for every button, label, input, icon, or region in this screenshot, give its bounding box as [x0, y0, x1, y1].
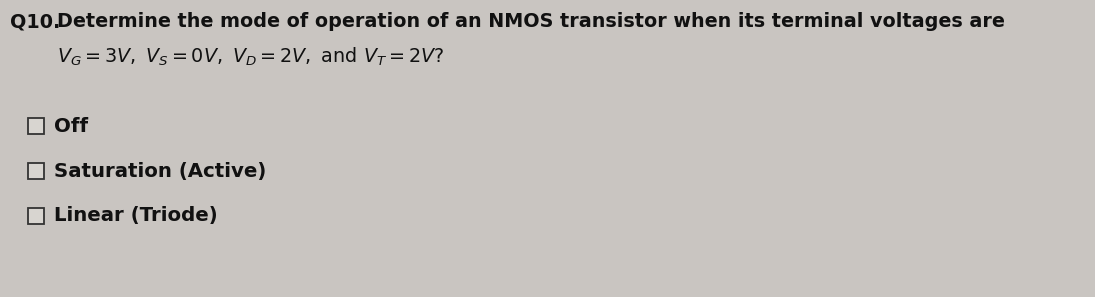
Bar	[28, 163, 44, 179]
Bar	[28, 118, 44, 134]
Text: $V_G = 3V,\ V_S = 0V,\ V_D = 2V,\ \mathrm{and}\ V_T = 2V?$: $V_G = 3V,\ V_S = 0V,\ V_D = 2V,\ \mathr…	[57, 46, 445, 68]
Bar	[28, 208, 44, 224]
Text: Saturation (Active): Saturation (Active)	[54, 162, 266, 181]
Text: Linear (Triode): Linear (Triode)	[54, 206, 218, 225]
Text: Determine the mode of operation of an NMOS transistor when its terminal voltages: Determine the mode of operation of an NM…	[57, 12, 1005, 31]
Text: Q10.: Q10.	[10, 12, 60, 31]
Text: Off: Off	[54, 116, 88, 135]
